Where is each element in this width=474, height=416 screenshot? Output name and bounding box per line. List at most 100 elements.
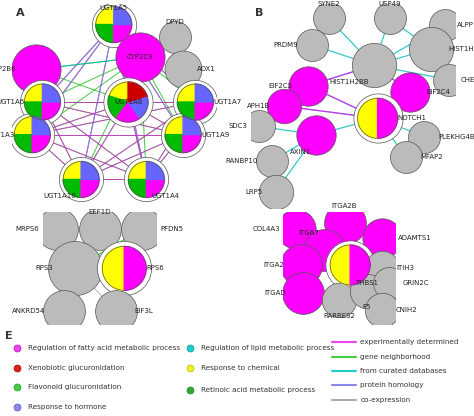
Polygon shape: [330, 245, 350, 285]
Polygon shape: [102, 246, 124, 290]
Point: [406, 89, 414, 95]
Polygon shape: [165, 116, 183, 135]
Text: EIF3L: EIF3L: [135, 308, 153, 314]
Polygon shape: [195, 84, 213, 102]
Point: [363, 287, 371, 294]
Text: ANKRD54: ANKRD54: [12, 308, 46, 314]
Polygon shape: [195, 102, 213, 120]
Point: [120, 265, 128, 272]
Text: USP49: USP49: [379, 1, 401, 7]
Point: [171, 33, 179, 40]
Text: PFDN5: PFDN5: [160, 226, 183, 232]
Point: [299, 290, 307, 296]
Polygon shape: [14, 135, 32, 153]
Point: [38, 99, 46, 105]
Point: [370, 62, 377, 69]
Text: COL4A3: COL4A3: [253, 226, 280, 232]
Text: NOTCH1: NOTCH1: [398, 115, 427, 121]
Text: THBS1: THBS1: [355, 280, 378, 286]
Polygon shape: [25, 84, 42, 102]
Point: [272, 188, 280, 195]
Polygon shape: [128, 161, 146, 179]
Polygon shape: [358, 98, 378, 138]
Point: [124, 99, 132, 105]
Point: [77, 176, 85, 183]
Text: AOX1: AOX1: [197, 67, 216, 72]
Text: EEF1D: EEF1D: [88, 209, 111, 215]
Text: PRDM9: PRDM9: [274, 42, 298, 48]
Point: [313, 131, 320, 138]
Text: Regulation of lipid metabolic process: Regulation of lipid metabolic process: [201, 345, 335, 351]
Point: [335, 297, 343, 303]
Polygon shape: [42, 102, 60, 120]
Text: EIF2C4: EIF2C4: [426, 89, 450, 95]
Text: Flavonoid glucuronidation: Flavonoid glucuronidation: [28, 384, 122, 390]
Point: [325, 15, 332, 22]
Point: [96, 225, 103, 232]
Text: SDC3: SDC3: [228, 124, 247, 129]
Point: [378, 307, 385, 313]
Text: ITGAD: ITGAD: [264, 290, 286, 296]
Text: CNIH2: CNIH2: [396, 307, 417, 313]
Text: UGT1A3: UGT1A3: [0, 131, 14, 138]
Point: [341, 220, 348, 227]
Polygon shape: [114, 7, 132, 25]
Text: UGT1A9: UGT1A9: [201, 131, 229, 138]
Text: UGT1A10: UGT1A10: [44, 193, 76, 199]
Polygon shape: [63, 179, 81, 198]
Polygon shape: [63, 161, 81, 179]
Text: co-expression: co-expression: [360, 397, 410, 403]
Polygon shape: [114, 25, 132, 42]
Text: from curated databases: from curated databases: [360, 368, 447, 374]
Text: UGT1A8: UGT1A8: [114, 99, 142, 105]
Text: ALPP: ALPP: [457, 22, 474, 27]
Text: RPS6: RPS6: [146, 265, 164, 271]
Text: UGT1A7: UGT1A7: [213, 99, 242, 105]
Text: Retinoic acid metabolic process: Retinoic acid metabolic process: [201, 387, 316, 393]
Text: Response to chemical: Response to chemical: [201, 365, 280, 371]
Polygon shape: [116, 102, 140, 122]
Point: [445, 76, 453, 83]
Polygon shape: [183, 116, 201, 135]
Polygon shape: [146, 179, 164, 198]
Point: [280, 103, 288, 109]
Text: RARRES2: RARRES2: [323, 313, 355, 319]
Point: [386, 280, 393, 286]
Point: [179, 131, 187, 138]
Point: [53, 225, 61, 232]
Text: UGT1A4: UGT1A4: [151, 193, 180, 199]
Point: [378, 235, 385, 241]
Text: SYNE2: SYNE2: [318, 1, 340, 7]
Text: MFAP2: MFAP2: [420, 154, 443, 160]
Polygon shape: [42, 84, 60, 102]
Polygon shape: [177, 84, 195, 102]
Text: B: B: [255, 8, 264, 18]
Text: UGT1A5: UGT1A5: [100, 5, 128, 10]
Polygon shape: [128, 179, 146, 198]
Point: [346, 262, 354, 268]
Polygon shape: [183, 135, 201, 153]
Text: protein homology: protein homology: [360, 382, 424, 389]
Text: MRPS6: MRPS6: [15, 226, 39, 232]
Text: GRIN2C: GRIN2C: [402, 280, 429, 286]
Point: [143, 176, 150, 183]
Text: A: A: [16, 8, 25, 18]
Text: RPS3: RPS3: [35, 265, 53, 271]
Text: EIF2C3: EIF2C3: [268, 83, 292, 89]
Text: ITGA7: ITGA7: [299, 230, 319, 236]
Point: [138, 225, 146, 232]
Point: [292, 225, 300, 232]
Text: D: D: [285, 214, 294, 224]
Text: Response to hormone: Response to hormone: [28, 404, 107, 410]
Text: ITIH3: ITIH3: [397, 265, 415, 271]
Point: [297, 262, 304, 268]
Text: APH1B: APH1B: [246, 103, 270, 109]
Text: E: E: [5, 331, 12, 341]
Polygon shape: [32, 116, 50, 135]
Text: ITGA2B: ITGA2B: [332, 203, 357, 209]
Text: LRP5: LRP5: [246, 189, 263, 195]
Polygon shape: [108, 96, 128, 118]
Point: [71, 265, 79, 272]
Text: gene neighborhood: gene neighborhood: [360, 354, 430, 359]
Point: [60, 308, 67, 314]
